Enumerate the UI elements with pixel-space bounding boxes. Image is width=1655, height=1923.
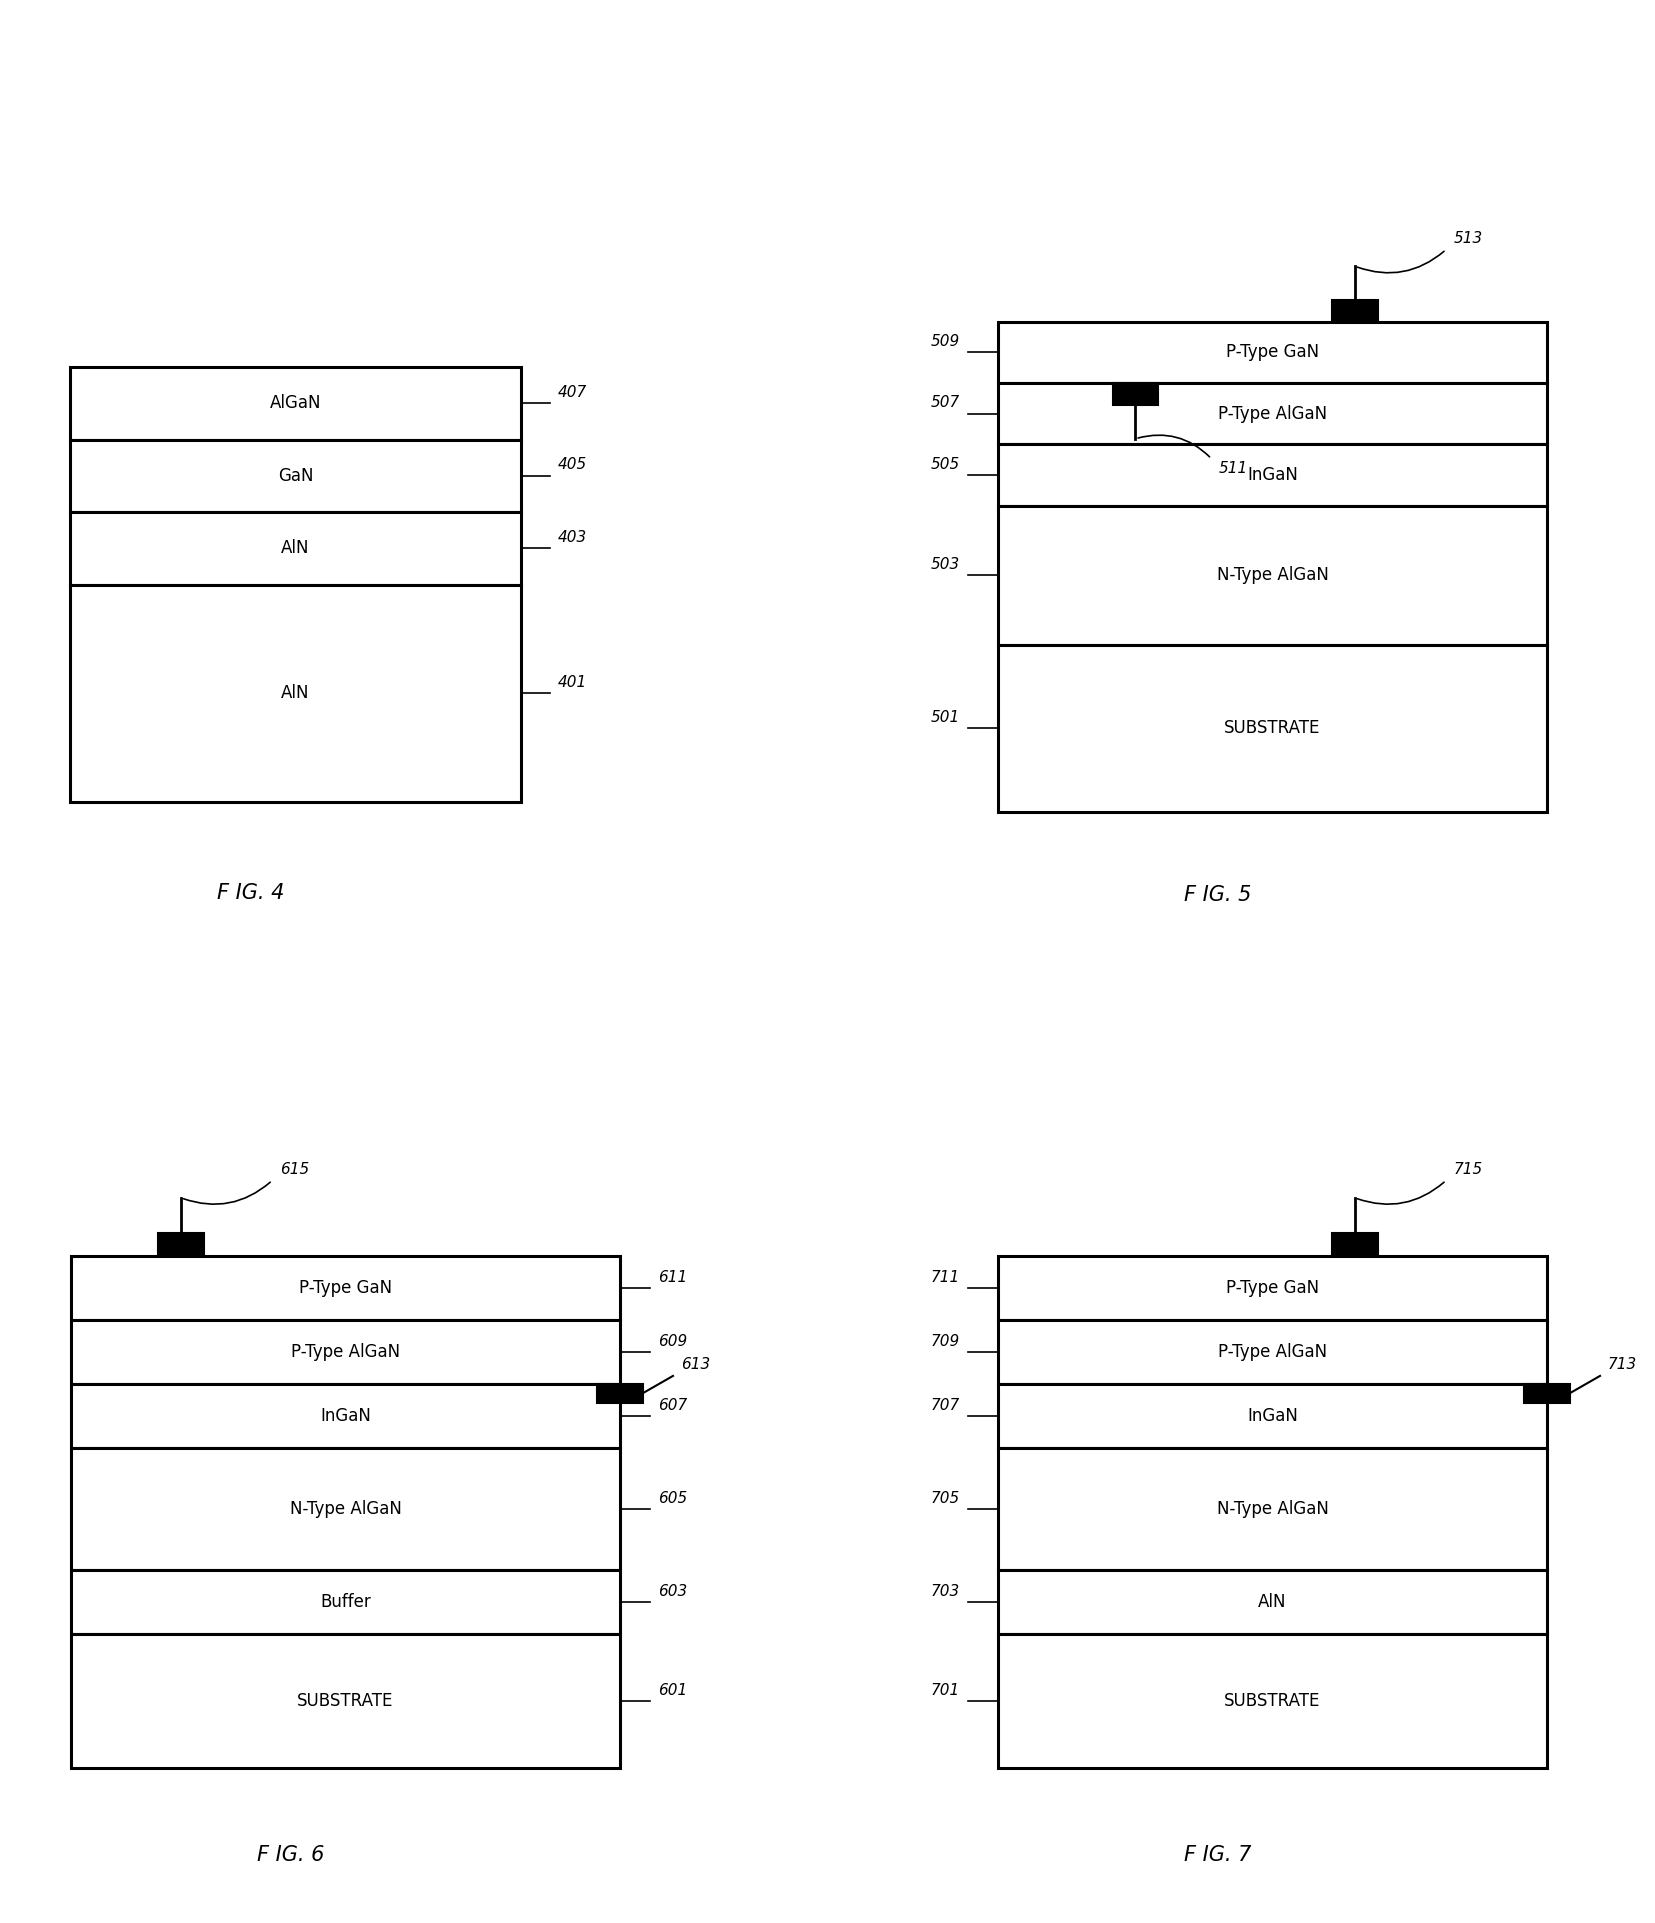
Text: 711: 711 (930, 1269, 960, 1285)
Text: 701: 701 (930, 1683, 960, 1698)
Text: P-Type GaN: P-Type GaN (1225, 1279, 1319, 1296)
Text: 401: 401 (558, 675, 586, 690)
Text: AlN: AlN (281, 538, 309, 558)
Text: N-Type AlGaN: N-Type AlGaN (1216, 565, 1327, 585)
Bar (998, 1319, 1546, 1385)
Bar (71, 1256, 619, 1319)
Text: 611: 611 (657, 1269, 687, 1285)
Text: InGaN: InGaN (319, 1408, 371, 1425)
Bar (70, 585, 521, 802)
Text: 403: 403 (558, 529, 586, 544)
Text: 715: 715 (1453, 1161, 1483, 1177)
Bar (70, 512, 521, 585)
Text: 513: 513 (1453, 231, 1483, 246)
Bar (71, 1385, 619, 1448)
Text: SUBSTRATE: SUBSTRATE (1223, 1692, 1319, 1710)
Bar (71, 1571, 619, 1635)
Text: 505: 505 (930, 456, 960, 471)
Text: 503: 503 (930, 558, 960, 571)
Bar (998, 321, 1546, 383)
Text: SUBSTRATE: SUBSTRATE (298, 1692, 394, 1710)
Text: Buffer: Buffer (319, 1594, 371, 1611)
Text: GaN: GaN (278, 467, 313, 485)
Text: P-Type GaN: P-Type GaN (298, 1279, 392, 1296)
Text: F IG. 6: F IG. 6 (257, 1846, 324, 1865)
Bar (998, 1448, 1546, 1571)
Bar (71, 1635, 619, 1767)
Text: N-Type AlGaN: N-Type AlGaN (1216, 1500, 1327, 1517)
Bar (70, 440, 521, 512)
Text: 615: 615 (280, 1161, 309, 1177)
Text: 703: 703 (930, 1585, 960, 1598)
Text: InGaN: InGaN (1246, 1408, 1298, 1425)
Text: 713: 713 (1607, 1358, 1635, 1373)
Bar (71, 1319, 619, 1385)
Bar (998, 444, 1546, 506)
Bar (1112, 383, 1157, 406)
Text: 511: 511 (1218, 462, 1248, 477)
Bar (1331, 1233, 1377, 1256)
Bar (998, 1256, 1546, 1319)
Text: F IG. 5: F IG. 5 (1183, 885, 1251, 906)
Text: 605: 605 (657, 1490, 687, 1506)
Text: InGaN: InGaN (1246, 465, 1298, 485)
Text: 507: 507 (930, 396, 960, 410)
Text: P-Type GaN: P-Type GaN (1225, 344, 1319, 362)
Text: P-Type AlGaN: P-Type AlGaN (1216, 1342, 1326, 1361)
Text: 407: 407 (558, 385, 586, 400)
Bar (998, 383, 1546, 444)
Text: P-Type AlGaN: P-Type AlGaN (291, 1342, 401, 1361)
Text: F IG. 4: F IG. 4 (217, 883, 283, 902)
Text: 603: 603 (657, 1585, 687, 1598)
Text: 405: 405 (558, 458, 586, 473)
Bar (596, 1385, 642, 1402)
Text: 501: 501 (930, 710, 960, 725)
Text: 613: 613 (680, 1358, 710, 1373)
Bar (998, 1635, 1546, 1767)
Text: N-Type AlGaN: N-Type AlGaN (290, 1500, 401, 1517)
Text: AlN: AlN (281, 685, 309, 702)
Text: 601: 601 (657, 1683, 687, 1698)
Text: AlGaN: AlGaN (270, 394, 321, 412)
Text: 607: 607 (657, 1398, 687, 1413)
Bar (70, 367, 521, 440)
Text: 709: 709 (930, 1333, 960, 1348)
Bar (157, 1233, 204, 1256)
Text: P-Type AlGaN: P-Type AlGaN (1216, 404, 1326, 423)
Bar (1523, 1385, 1569, 1402)
Bar (1331, 300, 1377, 321)
Bar (998, 506, 1546, 644)
Bar (998, 1385, 1546, 1448)
Text: 609: 609 (657, 1333, 687, 1348)
Text: 705: 705 (930, 1490, 960, 1506)
Text: AlN: AlN (1258, 1594, 1286, 1611)
Bar (998, 644, 1546, 812)
Text: F IG. 7: F IG. 7 (1183, 1846, 1251, 1865)
Text: SUBSTRATE: SUBSTRATE (1223, 719, 1319, 737)
Bar (71, 1448, 619, 1571)
Text: 509: 509 (930, 335, 960, 350)
Text: 707: 707 (930, 1398, 960, 1413)
Bar (998, 1571, 1546, 1635)
